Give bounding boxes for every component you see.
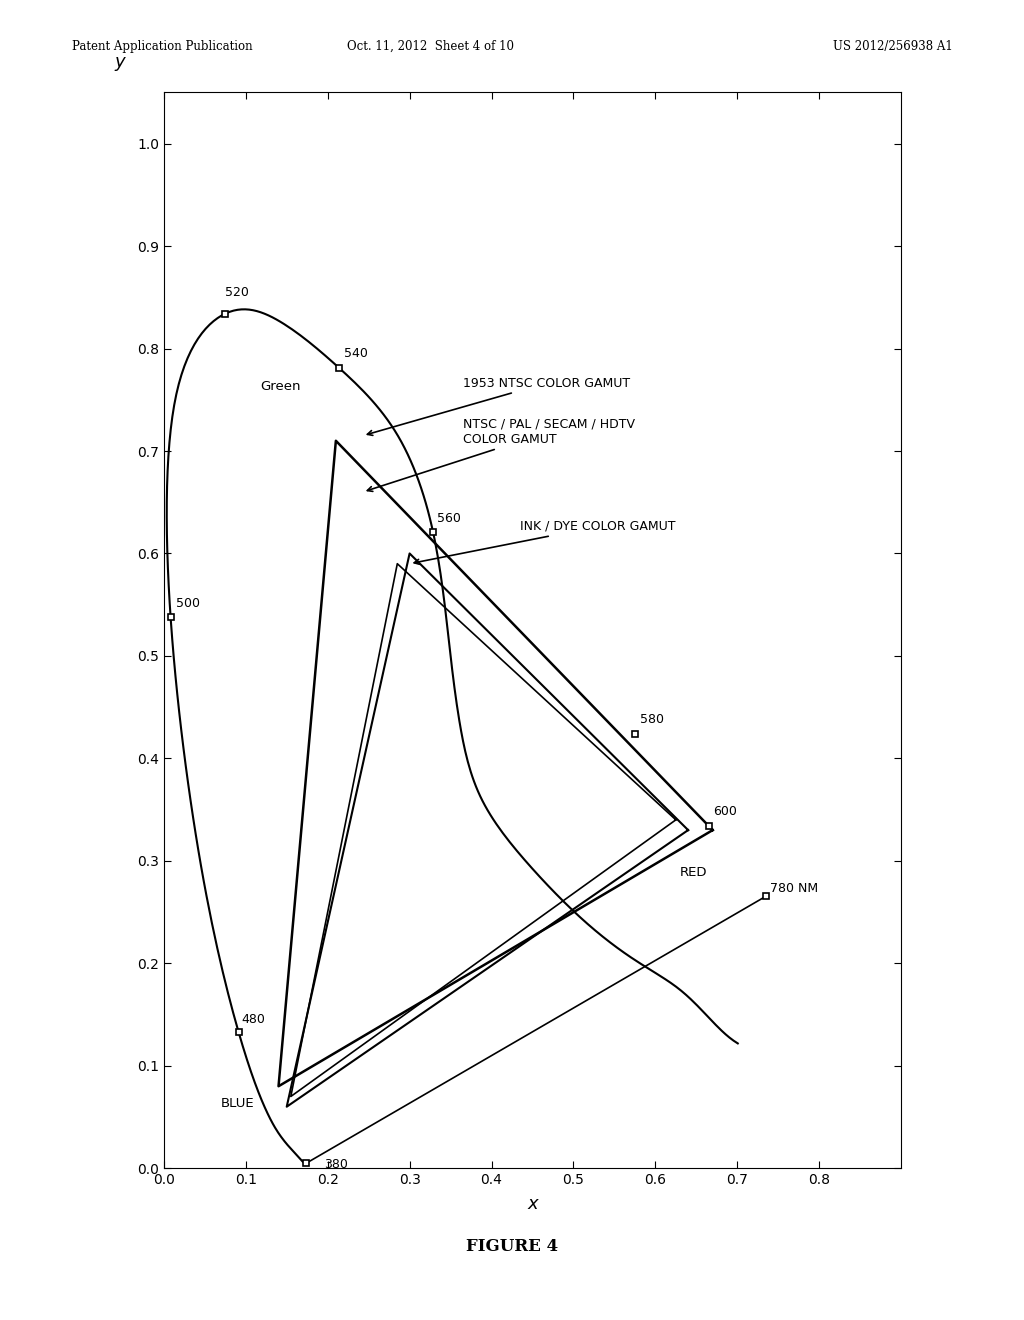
Text: 780 NM: 780 NM [770, 882, 818, 895]
Text: BLUE: BLUE [221, 1097, 255, 1110]
X-axis label: x: x [527, 1196, 538, 1213]
Text: Green: Green [260, 380, 301, 392]
Text: Patent Application Publication: Patent Application Publication [72, 40, 252, 53]
Text: 560: 560 [436, 512, 461, 524]
Text: 500: 500 [176, 597, 200, 610]
Text: 580: 580 [640, 713, 664, 726]
Text: Oct. 11, 2012  Sheet 4 of 10: Oct. 11, 2012 Sheet 4 of 10 [346, 40, 514, 53]
Text: 1953 NTSC COLOR GAMUT: 1953 NTSC COLOR GAMUT [368, 376, 630, 436]
Text: US 2012/256938 A1: US 2012/256938 A1 [833, 40, 952, 53]
Text: NTSC / PAL / SECAM / HDTV
COLOR GAMUT: NTSC / PAL / SECAM / HDTV COLOR GAMUT [368, 418, 635, 491]
Text: FIGURE 4: FIGURE 4 [466, 1238, 558, 1255]
Text: 600: 600 [713, 805, 736, 817]
Text: RED: RED [680, 866, 708, 879]
Text: 540: 540 [344, 347, 368, 360]
Text: 480: 480 [242, 1012, 265, 1026]
Text: 380: 380 [324, 1158, 347, 1171]
Text: INK / DYE COLOR GAMUT: INK / DYE COLOR GAMUT [414, 520, 676, 564]
Y-axis label: y: y [115, 53, 125, 71]
Text: 520: 520 [225, 286, 249, 300]
